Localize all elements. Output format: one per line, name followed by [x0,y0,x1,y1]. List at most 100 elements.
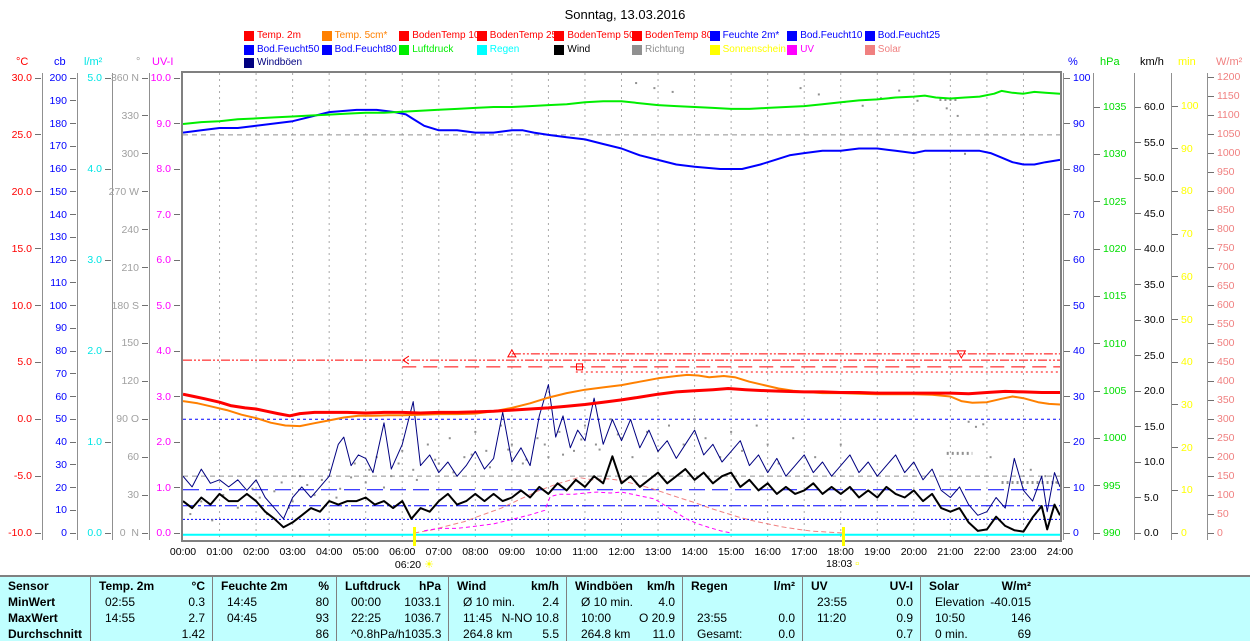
axis-tick-label: 40 [1073,345,1085,357]
axis-tick-label: 900 [1217,185,1235,197]
axis-tick [1172,148,1178,150]
axis-tick-label: 150 [1217,470,1235,482]
stat-value: 1.42 [181,627,205,641]
stat-value: 1036.7 [404,611,441,625]
legend-label: BodenTemp 10 [412,30,480,41]
time-tick-label: 11:00 [572,546,598,558]
axis-tick-label: 50 [1073,299,1085,312]
time-tick-label: 09:00 [498,546,526,558]
axis-tick [1172,276,1178,278]
legend-swatch [554,30,565,41]
axis-tick-label: 150 [49,185,67,198]
axis-tick [1208,456,1214,458]
stat-label: 14:45 [227,595,258,609]
legend-item-bod-feucht25: Bod.Feucht25 [864,30,940,41]
stat-value: 5.5 [542,627,559,641]
axis-tick [1208,114,1214,116]
series-luftdruck [182,89,1061,125]
legend-label: BodenTemp 25 [489,30,558,41]
stat-value: O 20.9 [638,611,675,625]
axis-pct [1063,73,1064,540]
series-dot-richtung [328,468,331,471]
series-marker-up [507,348,517,358]
axis-tick-label: 30.0 [11,72,32,84]
axis-tick [174,77,180,79]
axis-tick-label: 9.0 [156,117,171,130]
stat-value: W/m² [1001,579,1031,593]
axis-tick [1135,319,1141,321]
axis-tick [1064,305,1070,306]
stat-column-temp-2m: Temp. 2m °C 02:55 0.3 14:55 2.7 1.42 [90,577,212,641]
axis-lm2 [112,73,113,540]
time-tick-label: 15:00 [717,546,745,558]
axis-hpa [1093,73,1094,540]
time-tick-label: 19:00 [864,546,891,558]
axis-tick [70,509,76,511]
axis-unit-temp: °C [16,56,29,68]
axis-tick [174,441,180,443]
series-dot-richtung [766,443,769,446]
series-dot-richtung [273,490,276,493]
time-tick-label: 17:00 [791,546,818,558]
stat-label: Windböen [575,579,633,593]
axis-tick-label: 300 [1217,413,1235,425]
stat-value: 1035.3 [404,627,442,641]
legend-label: Sonnenschein [722,44,786,55]
axis-tick-label: 25.0 [1144,349,1165,362]
series-dot-richtung [368,468,371,471]
time-tick-label: 20:00 [900,546,927,558]
stat-label: 264.8 km [463,627,513,641]
series-dot-richtung [335,496,338,499]
series-dot-richtung [510,443,513,446]
axis-tick-label: 4.0 [87,163,102,175]
axis-tick [1094,437,1100,439]
axis-tick [70,236,76,238]
axis-tick-label: 10 [1073,481,1085,494]
axis-tick [1064,259,1070,261]
stat-column-wind: Wind km/h Ø 10 min. 2.4 11:45 N-NO 10.8 264.8 … [448,577,566,641]
series-dot-richtung [382,486,385,489]
axis-tick [1135,355,1141,356]
axis-tick [70,145,76,147]
axis-tick [174,532,180,534]
axis-tick [1172,233,1178,235]
axis-tick [1172,489,1178,491]
axis-tick-label: 6.0 [156,254,171,266]
series-dot-richtung [437,462,440,465]
legend-swatch [709,30,720,41]
axis-tick [1208,418,1214,420]
legend-item-bod-feucht50: Bod.Feucht50 [244,44,319,55]
legend-label: Solar [877,44,902,55]
legend-item-bod-feucht10: Bod.Feucht10 [787,30,862,41]
legend-swatch [864,44,875,55]
series-dot-richtung [620,437,623,440]
legend-swatch [476,30,487,41]
legend-item-richtung: Richtung [632,44,684,55]
series-dot-richtung [631,456,634,459]
plot-area [181,71,1062,542]
axis-tick [1094,390,1100,392]
legend-label: Richtung [645,44,685,55]
axis-tick-label: 1000 [1103,432,1127,445]
series-dot-richtung [963,152,966,155]
axis-tick-label: 140 [49,208,67,221]
axis-tick [1208,399,1214,401]
legend-label: BodenTemp 80 [645,30,713,41]
series-dot-richtung [616,433,619,436]
axis-tick-label: 1150 [1217,90,1240,102]
series-dot-richtung [693,418,696,421]
axis-tick-label: 1050 [1217,128,1241,140]
axis-tick [142,229,148,231]
axis-tick [105,350,111,352]
axis-tick-label: 60 [1181,270,1193,283]
axis-tick-label: 25.0 [11,128,32,141]
axis-tick-label: 20.0 [11,185,32,198]
stat-column-luftdruck: Luftdruck hPa 00:00 1033.1 22:25 1036.7 ^0.8hP… [336,577,448,641]
axis-unit-kmh: km/h [1140,56,1164,68]
stat-value: N-NO 10.8 [501,611,559,625]
series-dot-richtung [211,519,214,522]
stat-label: 264.8 km [581,627,631,641]
axis-tick-label: 330 [121,109,139,122]
stat-value: 86 [315,627,329,641]
series-solar [414,477,843,534]
